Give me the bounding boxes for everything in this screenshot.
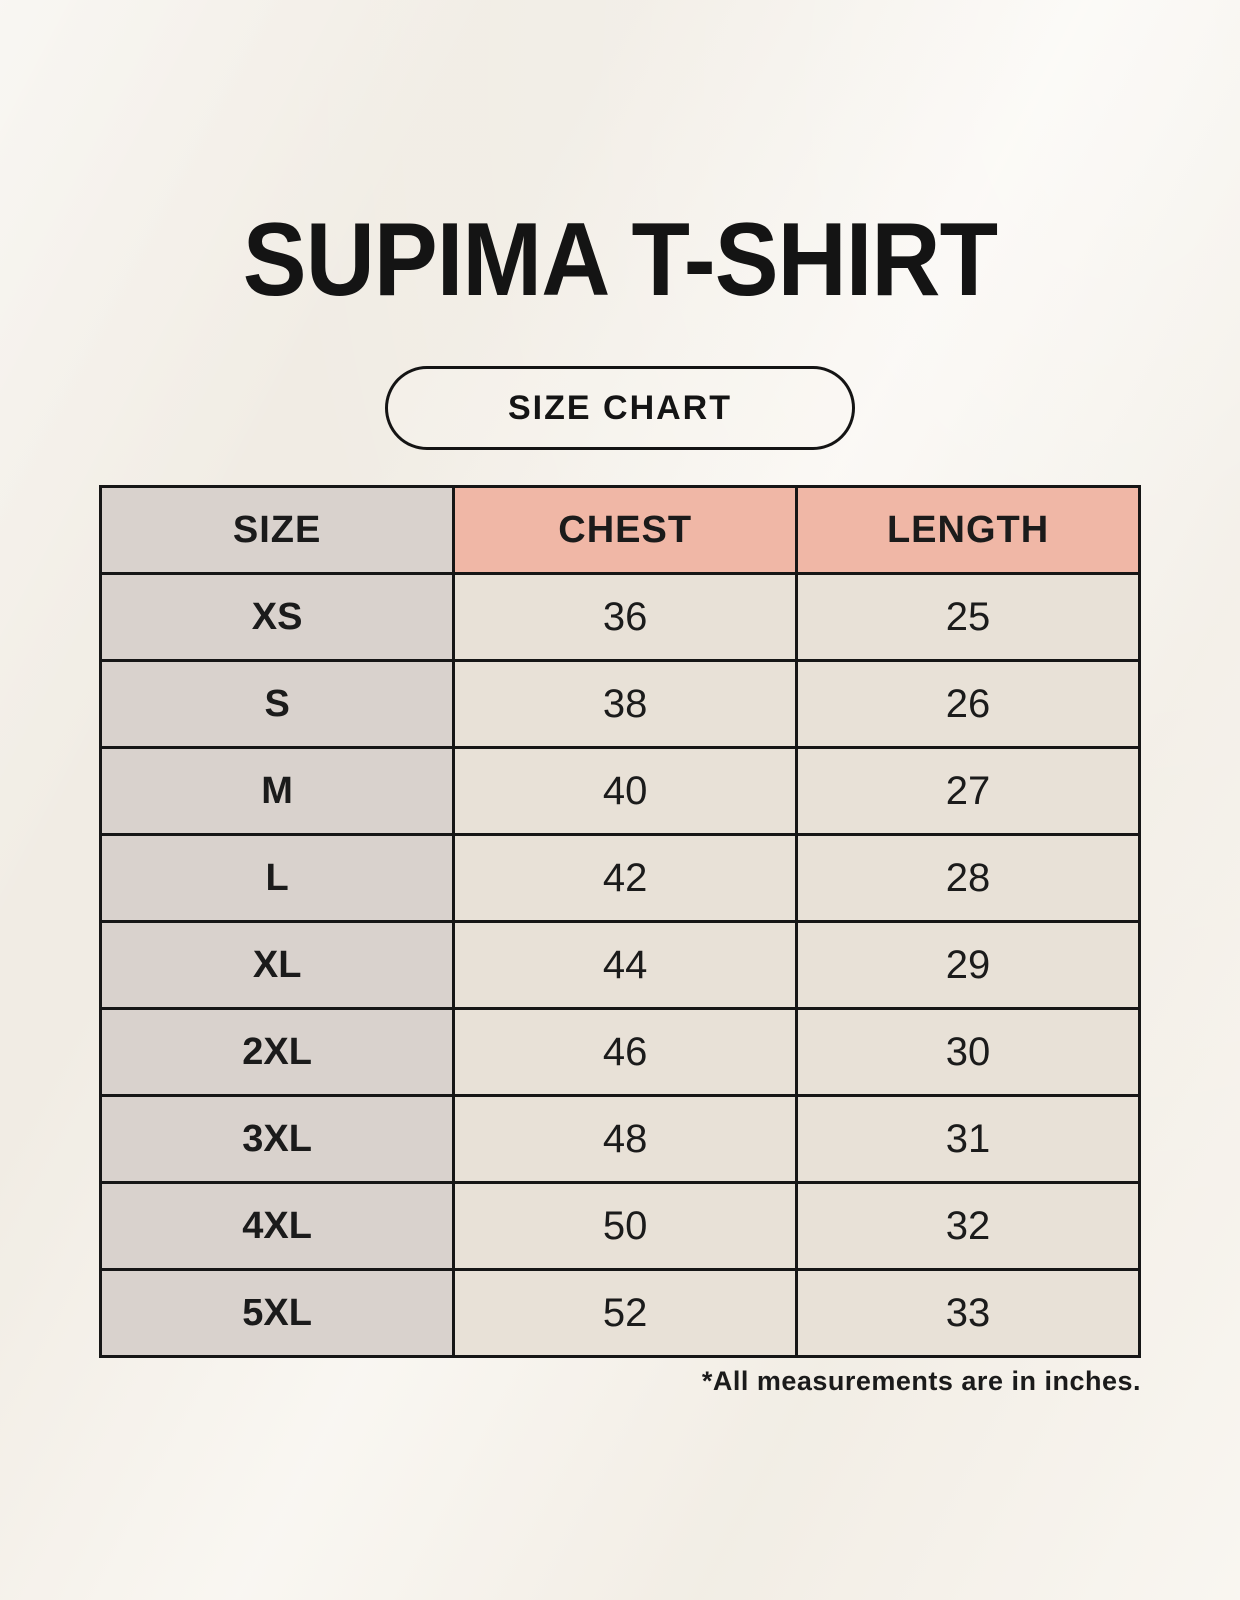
column-header-length: LENGTH bbox=[795, 485, 1141, 575]
size-label: 4XL bbox=[98, 1181, 456, 1271]
column-header-chest: CHEST bbox=[452, 485, 799, 575]
chest-value: 42 bbox=[452, 833, 799, 923]
length-value: 26 bbox=[795, 659, 1141, 749]
chest-value: 38 bbox=[452, 659, 799, 749]
table-row: XS 36 25 bbox=[98, 572, 1141, 662]
size-label: 3XL bbox=[98, 1094, 456, 1184]
size-label: 2XL bbox=[98, 1007, 456, 1097]
length-value: 32 bbox=[795, 1181, 1141, 1271]
table-row: S 38 26 bbox=[98, 659, 1141, 749]
size-label: 5XL bbox=[98, 1268, 456, 1358]
chest-value: 52 bbox=[452, 1268, 799, 1358]
size-chart-badge-label: SIZE CHART bbox=[508, 388, 732, 427]
page-title: SUPIMA T-SHIRT bbox=[242, 202, 998, 318]
size-label: L bbox=[98, 833, 456, 923]
length-value: 27 bbox=[795, 746, 1141, 836]
chest-value: 50 bbox=[452, 1181, 799, 1271]
size-chart-badge: SIZE CHART bbox=[385, 366, 855, 450]
table-row: 4XL 50 32 bbox=[98, 1181, 1141, 1271]
table-row: XL 44 29 bbox=[98, 920, 1141, 1010]
length-value: 25 bbox=[795, 572, 1141, 662]
table-row: 3XL 48 31 bbox=[98, 1094, 1141, 1184]
measurements-note: *All measurements are in inches. bbox=[701, 1366, 1141, 1396]
chest-value: 46 bbox=[452, 1007, 799, 1097]
table-row: 5XL 52 33 bbox=[98, 1268, 1141, 1358]
length-value: 28 bbox=[795, 833, 1141, 923]
column-header-size: SIZE bbox=[98, 485, 456, 575]
table-header-row: SIZE CHEST LENGTH bbox=[98, 485, 1141, 575]
size-table-container: SIZE CHEST LENGTH XS 36 25 S 38 26 M bbox=[98, 485, 1141, 1397]
length-value: 29 bbox=[795, 920, 1141, 1010]
table-row: M 40 27 bbox=[98, 746, 1141, 836]
size-label: XS bbox=[98, 572, 456, 662]
chest-value: 36 bbox=[452, 572, 799, 662]
length-value: 30 bbox=[795, 1007, 1141, 1097]
length-value: 31 bbox=[795, 1094, 1141, 1184]
size-label: M bbox=[98, 746, 456, 836]
chest-value: 40 bbox=[452, 746, 799, 836]
size-label: XL bbox=[98, 920, 456, 1010]
table-row: L 42 28 bbox=[98, 833, 1141, 923]
table-row: 2XL 46 30 bbox=[98, 1007, 1141, 1097]
size-label: S bbox=[98, 659, 456, 749]
chest-value: 48 bbox=[452, 1094, 799, 1184]
length-value: 33 bbox=[795, 1268, 1141, 1358]
size-table: SIZE CHEST LENGTH XS 36 25 S 38 26 M bbox=[98, 485, 1141, 1358]
chest-value: 44 bbox=[452, 920, 799, 1010]
